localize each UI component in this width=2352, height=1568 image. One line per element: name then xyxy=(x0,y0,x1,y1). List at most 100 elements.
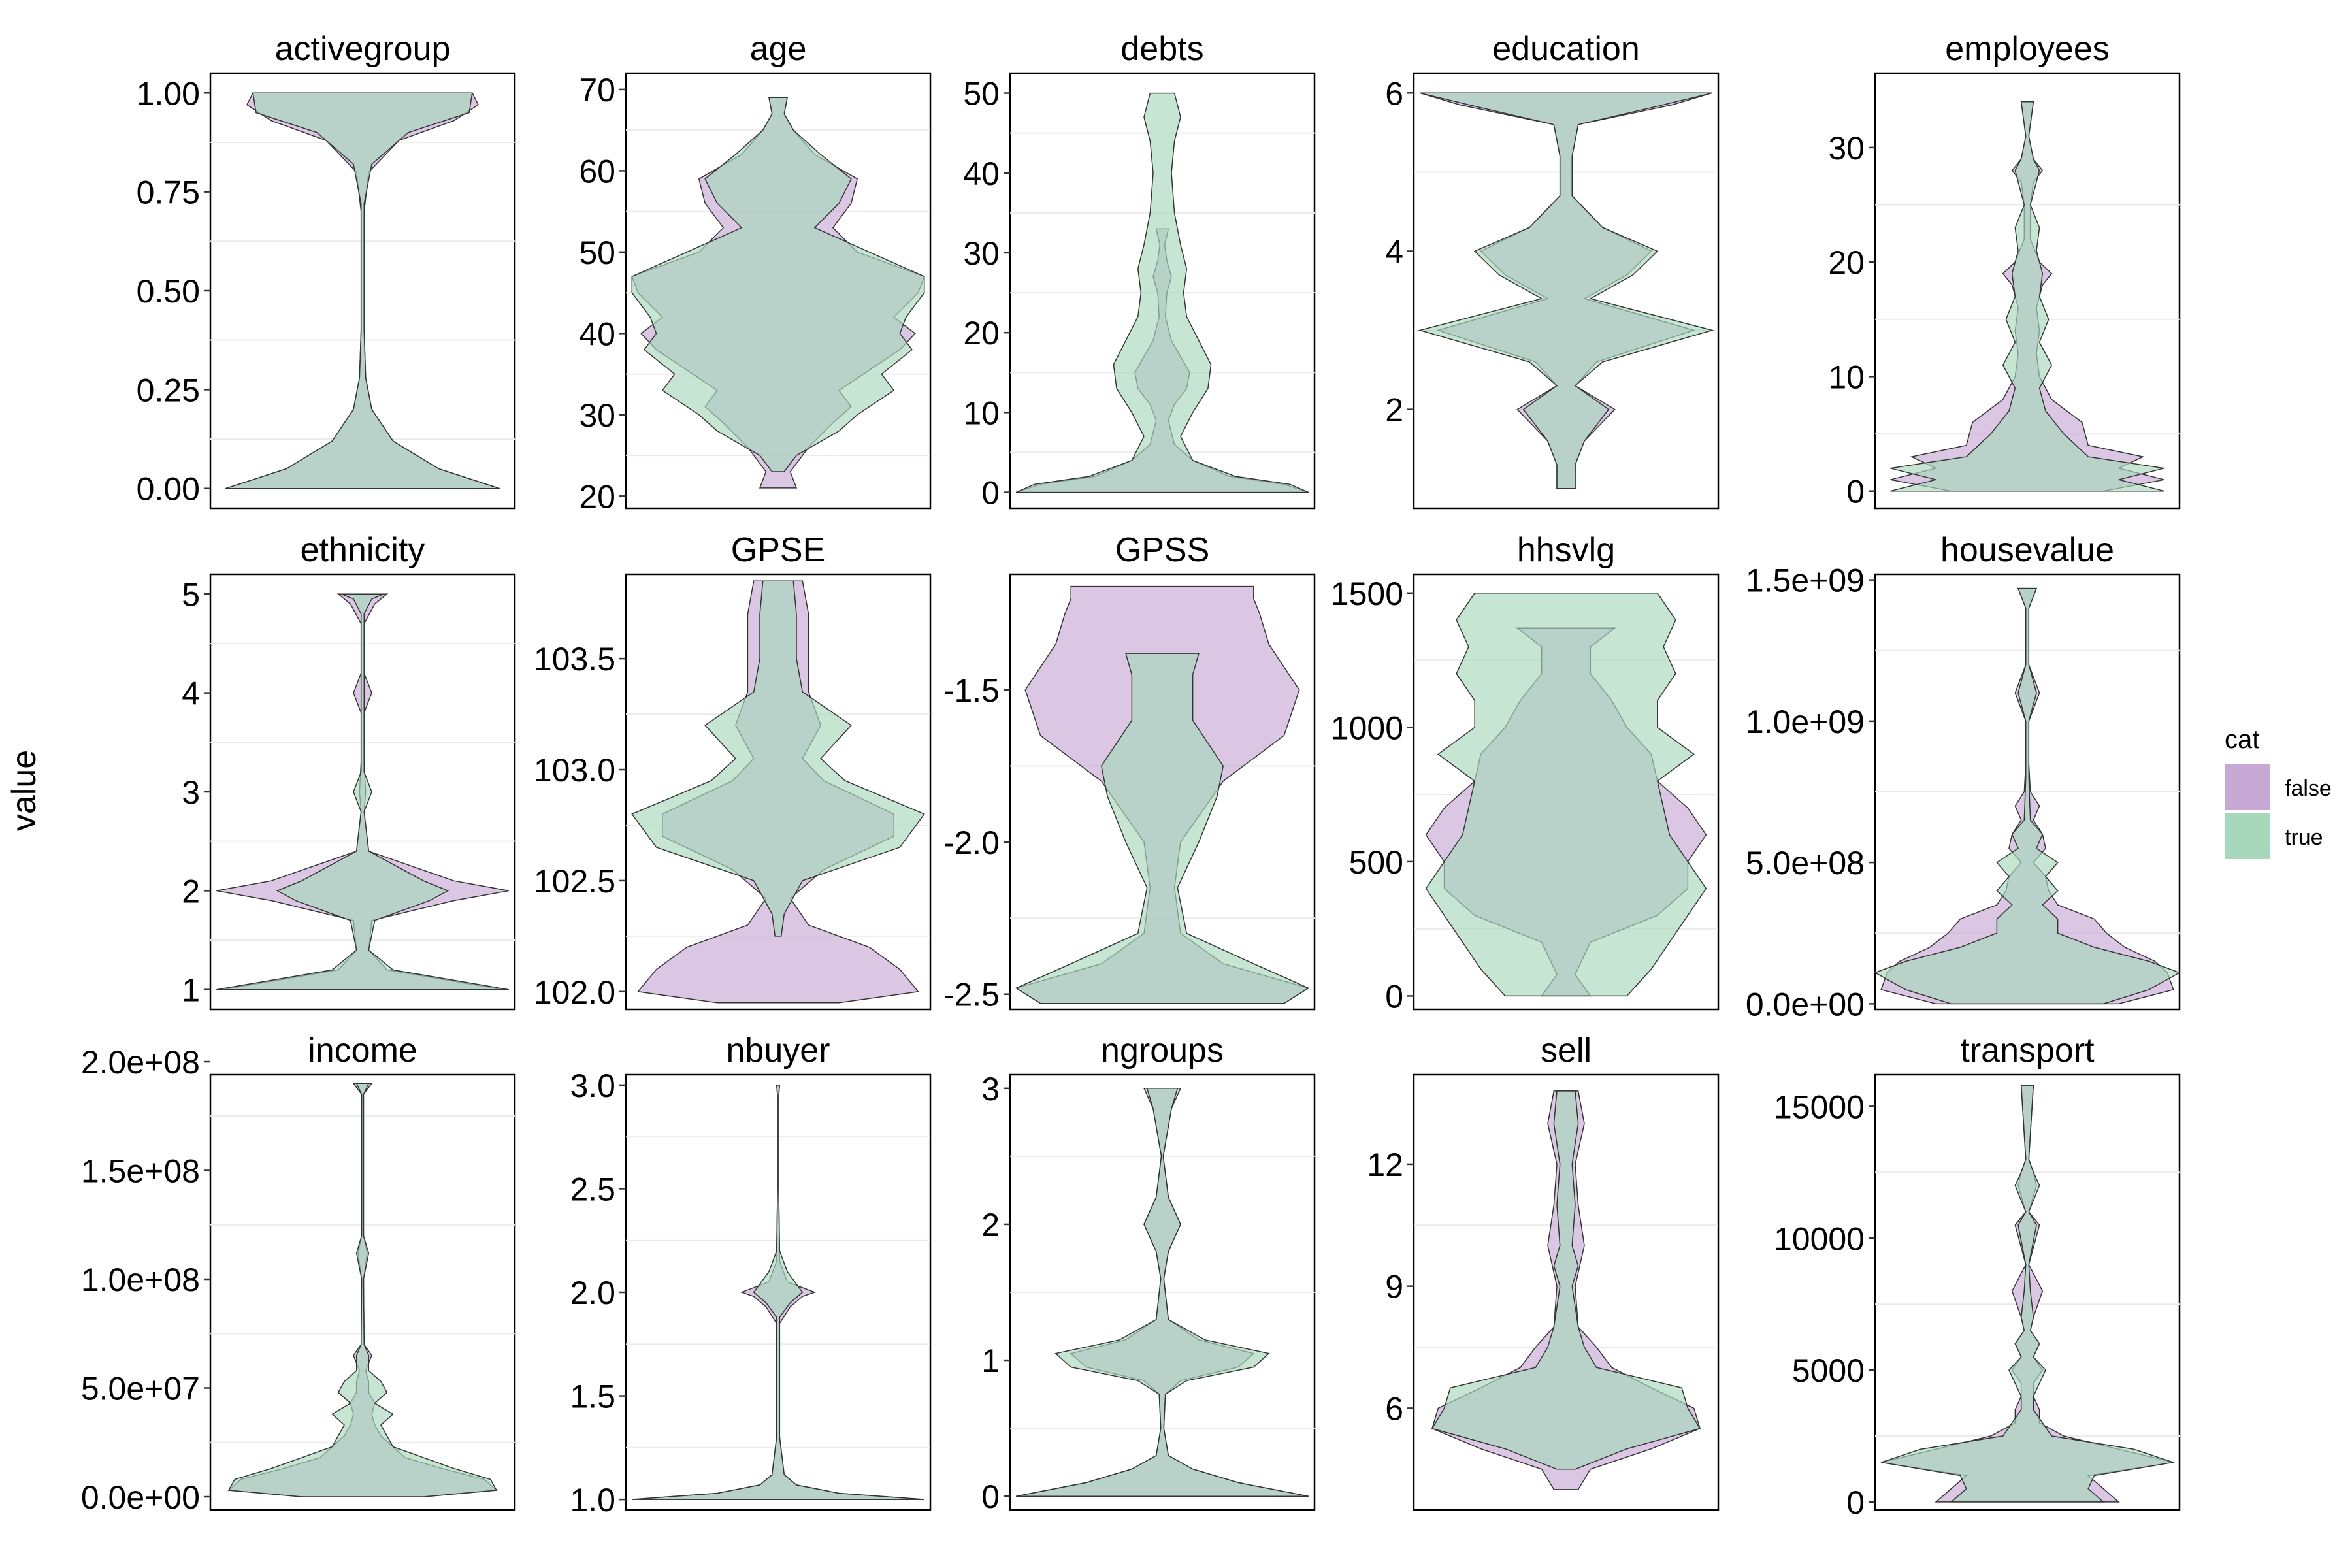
y-tick-label: 5 xyxy=(182,576,200,613)
y-tick-label: 0 xyxy=(981,1478,1000,1515)
y-tick-label: -2.5 xyxy=(943,977,1000,1013)
y-tick-label: 20 xyxy=(963,315,1000,351)
y-tick-label: -1.5 xyxy=(943,672,1000,709)
panel-title: nbuyer xyxy=(727,1032,830,1070)
y-tick-label: 20 xyxy=(579,478,615,515)
y-tick-label: 30 xyxy=(579,397,615,434)
panel-hhsvlg: hhsvlg 0 500 1000 1500 xyxy=(1331,531,1720,1015)
panel-housevalue: housevalue 0.0e+00 5.0e+08 1.0e+09 1.5e+09 xyxy=(1746,531,2181,1022)
violin-true xyxy=(1015,92,1309,493)
panel-title: housevalue xyxy=(1940,531,2114,569)
y-tick-label: 1.5 xyxy=(570,1379,615,1415)
panel-title: transport xyxy=(1960,1032,2095,1070)
y-tick-label: 2 xyxy=(981,1207,1000,1243)
y-tick-label: 10 xyxy=(1828,359,1865,395)
panel-title: GPSE xyxy=(731,531,826,569)
y-tick-label: 1 xyxy=(981,1343,1000,1379)
y-tick-label: 102.0 xyxy=(534,974,615,1011)
y-tick-label: 3.0 xyxy=(570,1068,615,1104)
y-tick-label: -2.0 xyxy=(943,825,1000,861)
y-tick-label: 30 xyxy=(963,235,1000,272)
y-tick-label: 1.0e+09 xyxy=(1746,704,1865,740)
y-tick-label: 0.25 xyxy=(137,372,200,408)
panel-education: education 2 4 6 xyxy=(1385,30,1720,510)
y-tick-label: 1000 xyxy=(1331,710,1403,746)
violin-true xyxy=(1425,593,1707,997)
violin-true xyxy=(632,1085,924,1500)
y-tick-label: 1.5e+08 xyxy=(81,1153,200,1190)
legend-title: cat xyxy=(2225,725,2259,754)
violin-true xyxy=(1890,101,2164,492)
panel-title: education xyxy=(1492,30,1640,68)
y-tick-label: 4 xyxy=(1385,233,1403,270)
y-tick-label: 60 xyxy=(579,153,615,189)
y-tick-label: 40 xyxy=(963,155,1000,192)
y-tick-label: 15000 xyxy=(1774,1088,1865,1125)
panel-title: GPSS xyxy=(1115,531,1210,569)
panel-gpss: GPSS -2.5 -2.0 -1.5 xyxy=(943,531,1316,1013)
y-tick-label: 6 xyxy=(1385,75,1403,112)
y-tick-label: 5000 xyxy=(1792,1352,1865,1389)
y-tick-label: 50 xyxy=(579,235,615,271)
violin-true xyxy=(631,580,925,937)
y-tick-label: 0 xyxy=(1846,1484,1865,1521)
y-tick-label: 5.0e+08 xyxy=(1746,845,1865,881)
y-tick-label: 4 xyxy=(182,676,200,712)
legend-label-true: true xyxy=(2285,825,2323,850)
y-tick-label: 0.0e+00 xyxy=(1746,986,1865,1022)
y-tick-label: 12 xyxy=(1367,1147,1403,1183)
panel-title: hhsvlg xyxy=(1517,531,1615,569)
panel-title: activegroup xyxy=(275,30,451,68)
panel-title: ngroups xyxy=(1101,1032,1224,1070)
y-tick-label: 3 xyxy=(981,1071,1000,1107)
panel-transport: transport 0 5000 10000 15000 xyxy=(1774,1032,2181,1521)
y-tick-label: 2.5 xyxy=(570,1171,615,1207)
panel-age: age 20 30 40 50 60 70 xyxy=(579,30,932,515)
y-tick-label: 103.5 xyxy=(534,641,615,678)
violin-true xyxy=(1015,653,1310,1004)
violin-true xyxy=(1881,1085,2174,1503)
panel-gpse: GPSE 102.0 102.5 103.0 103.5 xyxy=(534,531,932,1011)
y-tick-label: 0 xyxy=(981,475,1000,512)
y-axis-label: value xyxy=(5,750,43,831)
y-tick-label: 10 xyxy=(963,395,1000,431)
y-tick-label: 1.00 xyxy=(137,75,200,112)
y-tick-label: 1 xyxy=(182,972,200,1009)
y-tick-label: 0.50 xyxy=(137,273,200,310)
panel-nbuyer: nbuyer 1.0 1.5 2.0 2.5 3.0 xyxy=(570,1032,932,1518)
y-tick-label: 70 xyxy=(579,72,615,108)
panel-title: debts xyxy=(1120,30,1203,68)
y-tick-label: 0 xyxy=(1846,474,1865,510)
y-tick-label: 3 xyxy=(182,774,200,811)
panel-ethnicity: ethnicity 1 2 3 4 5 xyxy=(182,531,516,1011)
panel-ngroups: ngroups 0 1 2 3 xyxy=(981,1032,1316,1515)
panel-activegroup: activegroup 0.00 0.25 0.50 0.75 1.00 xyxy=(137,30,516,510)
y-tick-label: 20 xyxy=(1828,244,1865,281)
panel-income: income 0.0e+00 5.0e+07 1.0e+08 1.5e+08 2.0e+0… xyxy=(81,1032,516,1516)
y-tick-label: 0.0e+00 xyxy=(81,1479,200,1516)
y-tick-label: 1500 xyxy=(1331,576,1403,612)
y-tick-label: 1.0 xyxy=(570,1482,615,1518)
y-tick-label: 0.00 xyxy=(137,471,200,508)
legend: cat false true xyxy=(2225,725,2332,859)
violin-true xyxy=(1418,92,1714,489)
legend-key-true xyxy=(2225,813,2270,859)
panel-sell: sell 6 9 12 xyxy=(1367,1032,1720,1511)
y-tick-label: 0.75 xyxy=(137,174,200,211)
y-tick-label: 9 xyxy=(1385,1269,1403,1305)
panel-title: age xyxy=(750,30,807,68)
y-tick-label: 1.5e+09 xyxy=(1746,563,1865,599)
violin-true xyxy=(1874,587,2181,1005)
panels-group: activegroup0.000.250.500.751.00age203040… xyxy=(81,30,2181,1521)
y-tick-label: 2 xyxy=(1385,392,1403,429)
panel-title: sell xyxy=(1541,1032,1592,1070)
y-tick-label: 2.0e+08 xyxy=(81,1044,200,1081)
y-tick-label: 102.5 xyxy=(534,863,615,900)
y-tick-label: 6 xyxy=(1385,1390,1403,1427)
panel-debts: debts 0 10 20 30 40 50 xyxy=(963,30,1316,512)
y-tick-label: 1.0e+08 xyxy=(81,1262,200,1298)
violin-true xyxy=(216,593,509,990)
y-tick-label: 30 xyxy=(1828,130,1865,167)
y-tick-label: 500 xyxy=(1349,844,1403,881)
